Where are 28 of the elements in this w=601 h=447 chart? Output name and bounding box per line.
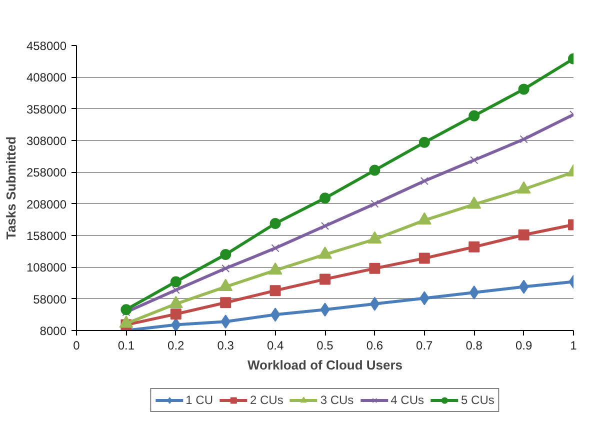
legend-label: 1 CU xyxy=(186,393,213,407)
legend-label: 5 CUs xyxy=(461,393,494,407)
x-tick-label: 0.9 xyxy=(515,338,532,352)
y-tick-label: 58000 xyxy=(33,292,67,306)
x-tick-label: 0.2 xyxy=(168,338,185,352)
y-tick-label: 208000 xyxy=(26,197,67,212)
y-tick-label: 158000 xyxy=(26,229,67,243)
legend-label: 2 CUs xyxy=(250,393,284,407)
x-tick-label: 0.1 xyxy=(118,338,135,352)
x-tick-label: 0.5 xyxy=(316,338,334,352)
y-axis-title: Tasks Submitted xyxy=(3,136,18,240)
legend-label: 4 CUs xyxy=(390,393,424,407)
x-tick-label: 0.3 xyxy=(217,338,234,352)
x-tick-label: 0.4 xyxy=(266,338,284,352)
y-tick-label: 358000 xyxy=(26,102,67,116)
legend-label: 3 CUs xyxy=(320,393,354,407)
y-tick-label: 458000 xyxy=(26,39,67,53)
y-tick-label: 8000 xyxy=(40,324,67,338)
x-tick-label: 0.6 xyxy=(366,338,384,352)
x-tick-label: 1 xyxy=(570,338,578,352)
y-tick-label: 308000 xyxy=(26,134,67,148)
x-axis-title: Workload of Cloud Users xyxy=(247,358,403,372)
x-tick-label: 0.8 xyxy=(466,338,483,352)
y-tick-label: 258000 xyxy=(26,166,67,180)
y-tick-label: 108000 xyxy=(26,260,67,275)
x-tick-label: 0.7 xyxy=(416,338,434,352)
y-tick-label: 408000 xyxy=(26,70,67,85)
x-tick-label: 0 xyxy=(73,338,80,352)
